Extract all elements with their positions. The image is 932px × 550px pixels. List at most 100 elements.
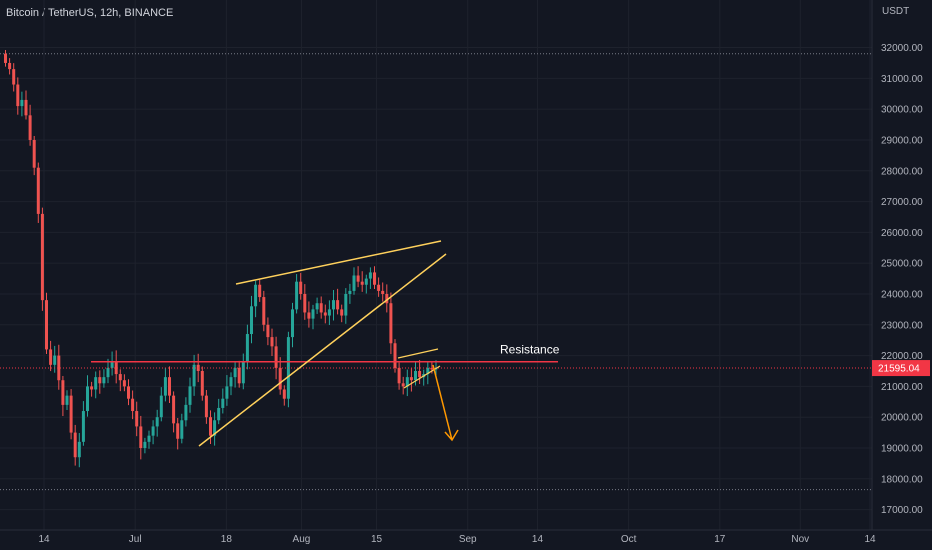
lower-trend-line — [198, 253, 447, 447]
candle-body — [393, 343, 397, 368]
candle-body — [266, 324, 270, 338]
candle-body — [332, 300, 335, 310]
candle-body — [381, 290, 385, 294]
candle-body — [90, 386, 94, 390]
candle-body — [180, 420, 184, 439]
candle-body — [389, 303, 393, 344]
candle-body — [364, 278, 368, 285]
time-tick-label: 15 — [371, 534, 383, 545]
candle-body — [8, 62, 12, 70]
time-axis[interactable]: 14 Jul 18 Aug 15 Sep 14 Oct 17 Nov 14 — [0, 529, 932, 545]
candle-body — [163, 377, 167, 396]
candle-body — [151, 426, 155, 436]
candle-body — [168, 377, 171, 396]
candle-body — [61, 380, 65, 405]
candle-body — [258, 284, 262, 298]
candle-body — [217, 407, 221, 421]
candle-body — [28, 115, 32, 140]
price-tick-label: 23000.00 — [881, 320, 923, 331]
candle-body — [49, 349, 53, 365]
candle-body — [262, 297, 266, 325]
candle-body — [409, 377, 413, 381]
candle-body — [24, 99, 28, 116]
price-axis[interactable]: 32000.00 31000.00 30000.00 29000.00 28000.00… — [871, 0, 930, 530]
price-tick-label: 29000.00 — [881, 135, 923, 146]
candle-body — [430, 367, 434, 370]
candle-body — [319, 303, 323, 313]
candle-body — [155, 417, 159, 427]
candle-body — [98, 377, 102, 384]
candle-body — [110, 361, 114, 368]
candle-body — [135, 411, 139, 427]
candle-body — [299, 281, 303, 294]
candle-body — [147, 435, 151, 442]
price-tick-label: 17000.00 — [881, 505, 923, 516]
candle-body — [86, 386, 89, 412]
candle-body — [12, 69, 16, 85]
price-tick-label: 19000.00 — [881, 443, 923, 454]
candle-body — [16, 84, 20, 107]
candle-body — [102, 377, 106, 384]
candle-body — [57, 355, 61, 381]
candle-body — [139, 426, 143, 448]
candle-body — [348, 290, 352, 294]
time-tick-label: 18 — [221, 534, 233, 545]
current-price-tag — [872, 360, 930, 377]
candle-body — [373, 272, 376, 285]
candle-body — [245, 334, 249, 362]
candle-body — [323, 312, 327, 316]
candle-body — [131, 398, 135, 412]
candle-body — [36, 167, 40, 214]
candle-body — [192, 364, 196, 387]
candle-body — [233, 367, 237, 378]
price-tick-label: 32000.00 — [881, 43, 923, 54]
time-tick-label: 14 — [864, 534, 876, 545]
candle-body — [278, 367, 282, 390]
price-tick-label: 20000.00 — [881, 413, 923, 424]
chart-drawings: Resistance — [0, 240, 872, 447]
candle-body — [81, 411, 85, 442]
time-tick-label: Sep — [459, 534, 477, 545]
candle-body — [340, 309, 344, 316]
time-tick-label: 17 — [714, 534, 726, 545]
price-tick-label: 22000.00 — [881, 351, 923, 362]
candle-body — [397, 367, 401, 384]
price-tick-label: 27000.00 — [881, 197, 923, 208]
candle-body — [295, 281, 299, 310]
candle-body — [315, 303, 319, 310]
time-tick-label: 14 — [532, 534, 544, 545]
candle-body — [53, 355, 57, 365]
price-tick-label: 18000.00 — [881, 474, 923, 485]
candle-body — [311, 309, 315, 319]
candle-body — [282, 389, 286, 399]
candle-body — [122, 380, 126, 387]
candle-body — [213, 420, 217, 436]
candle-body — [368, 272, 372, 279]
candle-body — [241, 361, 245, 384]
candle-body — [221, 398, 225, 408]
candle-body — [336, 300, 340, 310]
price-tick-label: 21000.00 — [881, 382, 923, 393]
candle-body — [40, 213, 44, 301]
projection-arrow-head — [444, 429, 459, 442]
current-price-value: 21595.04 — [878, 364, 920, 375]
candle-body — [65, 395, 69, 405]
candle-body — [303, 293, 307, 313]
candle-body — [184, 404, 188, 421]
candle-body — [127, 386, 130, 399]
candle-body — [250, 306, 253, 335]
candle-body — [254, 284, 258, 307]
candle-body — [270, 337, 274, 347]
candle-body — [143, 441, 147, 448]
candle-body — [426, 367, 430, 375]
price-tick-label: 25000.00 — [881, 259, 923, 270]
candle-body — [414, 370, 417, 381]
candle-body — [32, 139, 36, 168]
candle-body — [385, 293, 389, 304]
candle-body — [360, 281, 364, 285]
candle-body — [307, 312, 311, 319]
candle-body — [352, 275, 356, 291]
candle-body — [225, 386, 229, 399]
candle-body — [159, 395, 163, 418]
